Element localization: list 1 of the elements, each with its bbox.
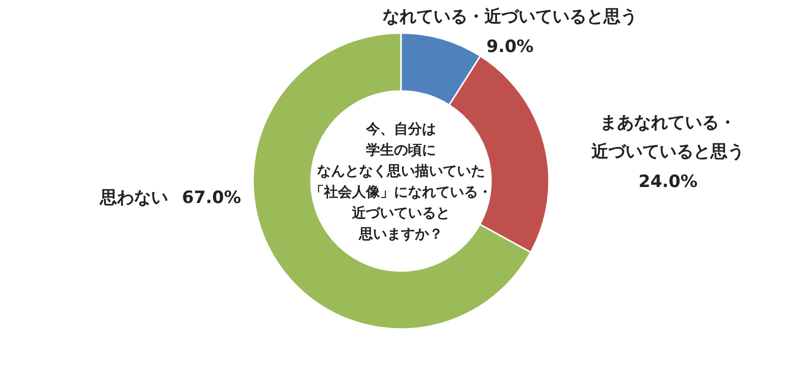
title: 今、自分は学生の頃になんとなく思い描いていた「社会人像」になれている・近づいていると思いますか？	[310, 122, 492, 242]
